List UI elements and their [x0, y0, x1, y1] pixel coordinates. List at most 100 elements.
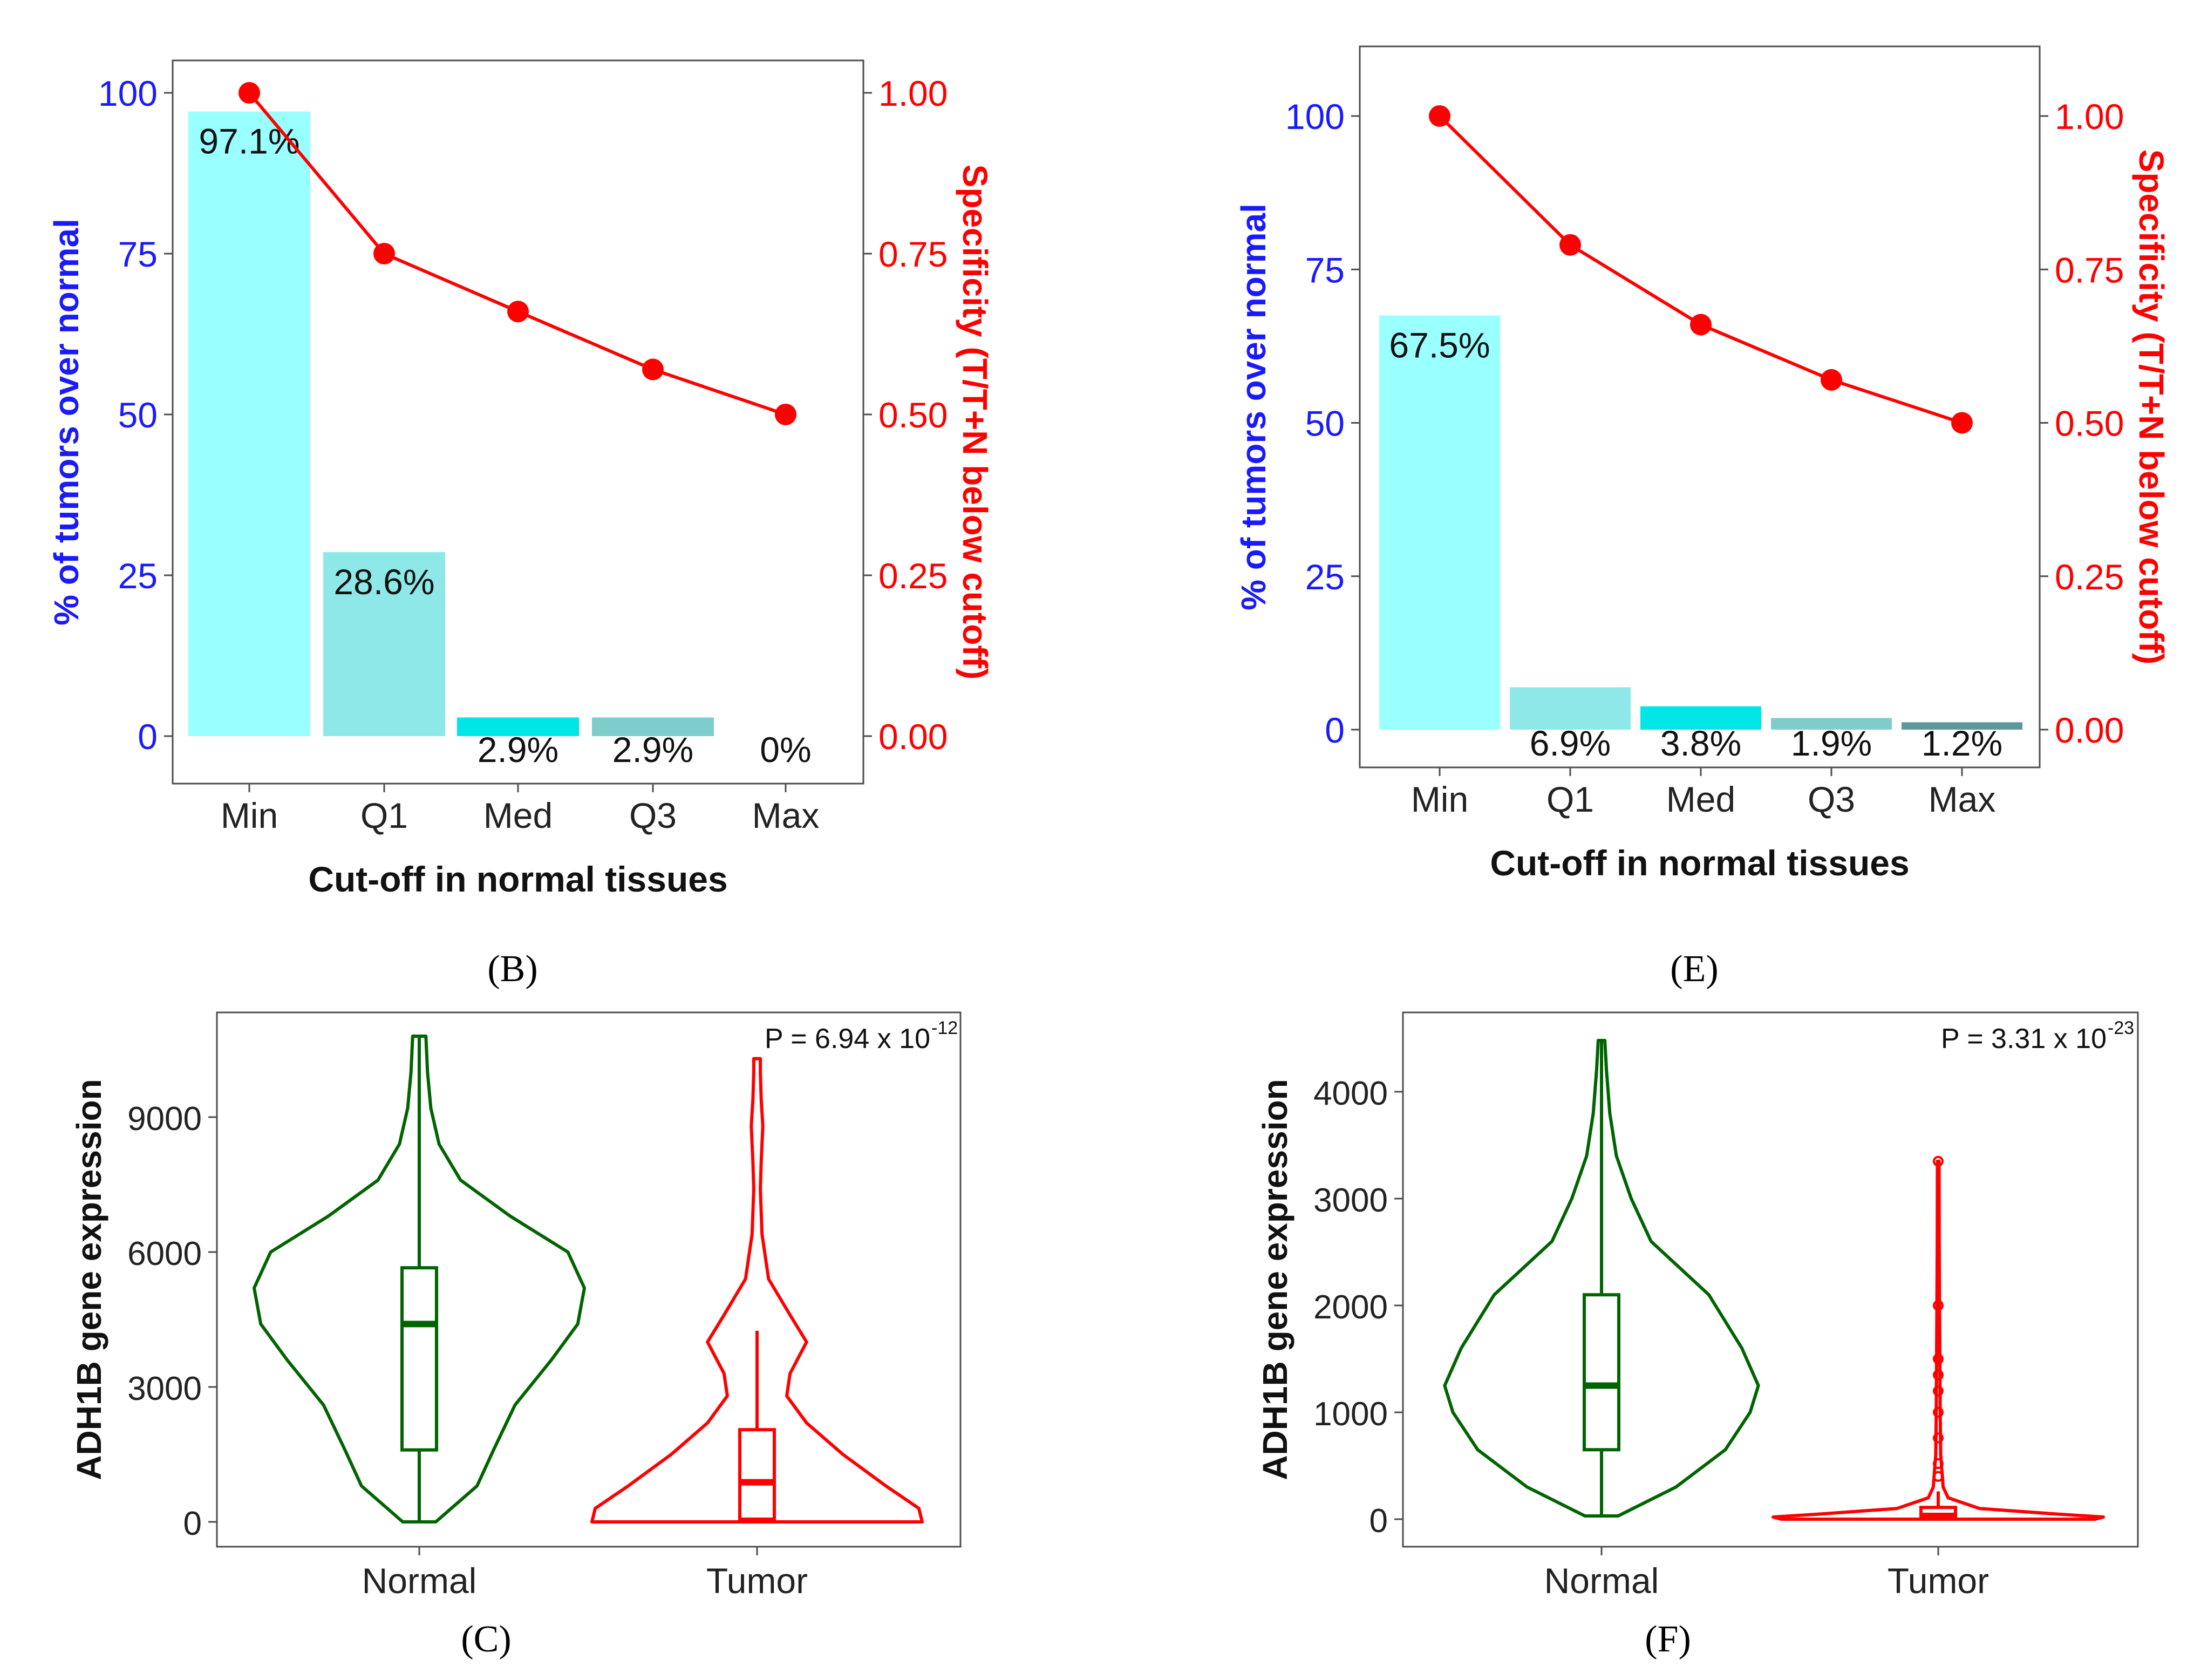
bar-med: [1640, 706, 1761, 730]
p-value-annotation: P = 6.94 x 10: [765, 1023, 930, 1055]
right-axis-tick-label: 0.50: [2055, 404, 2124, 444]
violin-tumor: [1771, 1159, 2105, 1521]
left-axis-tick-label: 100: [98, 73, 158, 113]
specificity-point-q3: [1821, 369, 1842, 391]
x-axis-title: Cut-off in normal tissues: [308, 859, 727, 899]
y-axis-tick-label: 6000: [127, 1235, 202, 1273]
left-axis-tick-label: 75: [1305, 250, 1345, 290]
bar-q1: [1510, 687, 1631, 730]
bar-min: [1379, 315, 1500, 730]
plot-frame: [1402, 1011, 2139, 1548]
left-axis-tick-label: 25: [118, 556, 158, 596]
left-axis-tick-label: 50: [118, 395, 158, 435]
bar-q3: [592, 717, 714, 736]
right-axis-tick-label: 1.00: [878, 73, 948, 113]
specificity-point-max: [1951, 412, 1973, 434]
x-axis-category-label: Med: [1666, 779, 1735, 819]
left-axis-title: % of tumors over normal: [47, 219, 86, 625]
bar-value-label: 2.9%: [612, 730, 693, 770]
specificity-point-med: [507, 301, 529, 323]
violin-normal: [253, 1035, 586, 1523]
panel-label: (C): [461, 1618, 511, 1660]
bar-min: [188, 111, 310, 736]
outlier-point: [1933, 1458, 1944, 1470]
specificity-point-min: [239, 82, 260, 104]
right-axis-tick-label: 1.00: [2055, 97, 2124, 137]
specificity-point-max: [775, 404, 796, 425]
box-tumor: [738, 1428, 776, 1521]
y-axis-tick-label: 0: [1369, 1502, 1388, 1540]
bar-value-label: 3.8%: [1660, 723, 1741, 763]
right-axis-tick-label: 0.25: [2055, 557, 2124, 597]
y-axis-tick-label: 2000: [1313, 1289, 1388, 1326]
x-axis-category-label: Max: [752, 795, 820, 835]
x-axis-category-label: Max: [1929, 779, 1996, 819]
left-axis-title: % of tumors over normal: [1234, 203, 1273, 610]
y-axis-tick-label: 0: [183, 1505, 202, 1542]
specificity-point-q3: [642, 358, 664, 380]
box-normal: [1583, 1293, 1620, 1452]
left-axis-tick-label: 0: [138, 717, 158, 757]
bar-value-label: 97.1%: [199, 121, 299, 161]
left-axis-tick-label: 75: [118, 234, 158, 274]
box-normal: [400, 1266, 438, 1452]
p-value-exponent: -23: [2108, 1018, 2134, 1038]
p-value-annotation: P = 3.31 x 10: [1941, 1023, 2107, 1055]
panel-label: (E): [1670, 948, 1718, 990]
x-axis-category-label: Min: [1411, 779, 1468, 819]
y-axis-title: ADH1B gene expression: [70, 1079, 108, 1480]
panel-e-specificity-chart: 67.5% 6.9% 3.8% 1.9% 1.2% 0 25 50 75 100 0.00 0.25 0…: [1234, 45, 2171, 990]
x-axis-category-label: Normal: [362, 1561, 477, 1601]
y-axis-tick-label: 3000: [1313, 1182, 1388, 1219]
outlier-point: [1933, 1353, 1944, 1364]
outlier-point: [1933, 1300, 1944, 1311]
right-axis-tick-label: 0.25: [878, 556, 948, 596]
y-axis-tick-label: 3000: [127, 1370, 202, 1407]
violin-tumor: [590, 1057, 924, 1523]
bar-value-label: 1.2%: [1922, 723, 2002, 763]
right-axis-tick-label: 0.75: [2055, 250, 2124, 290]
x-axis-category-label: Min: [221, 795, 278, 835]
x-axis-category-label: Q3: [1808, 779, 1855, 819]
x-axis-category-label: Normal: [1544, 1561, 1659, 1601]
right-axis-tick-label: 0.75: [878, 234, 948, 274]
x-axis-category-label: Q3: [629, 795, 677, 835]
right-axis-tick-label: 0.00: [2055, 710, 2124, 750]
bar-q3: [1771, 718, 1892, 730]
left-axis-tick-label: 0: [1325, 710, 1345, 750]
specificity-point-q1: [1559, 234, 1581, 256]
specificity-point-med: [1690, 314, 1712, 336]
x-axis-title: Cut-off in normal tissues: [1490, 843, 1909, 883]
outlier-point: [1933, 1155, 1944, 1167]
specificity-point-q1: [373, 243, 395, 264]
x-axis-category-label: Tumor: [706, 1561, 808, 1601]
outlier-point: [1933, 1432, 1944, 1444]
x-axis-category-label: Med: [483, 795, 553, 835]
outlier-point: [1933, 1385, 1944, 1397]
bar-value-label: 0%: [760, 730, 811, 770]
y-axis-tick-label: 4000: [1313, 1075, 1388, 1112]
y-axis-title: ADH1B gene expression: [1256, 1079, 1294, 1480]
bar-q1: [323, 552, 445, 736]
bar-value-label: 28.6%: [333, 562, 434, 602]
outlier-point: [1933, 1407, 1944, 1418]
x-axis-category-label: Q1: [360, 795, 408, 835]
panel-f-violin-chart: Normal Tumor 0 1000 2000 3000 4000 ADH1B gene e…: [1256, 1011, 2139, 1660]
bar-max: [1902, 722, 2022, 730]
panel-b-specificity-chart: 97.1% 28.6% 2.9% 2.9% 0% 0 25 50 75 100 0.00 0.25 0.…: [47, 59, 994, 990]
bar-med: [457, 717, 579, 736]
specificity-point-min: [1429, 105, 1450, 127]
outlier-point: [1933, 1471, 1944, 1482]
panel-label: (B): [487, 948, 537, 990]
p-value-exponent: -12: [931, 1018, 958, 1038]
y-axis-tick-label: 1000: [1313, 1396, 1388, 1433]
left-axis-tick-label: 100: [1285, 97, 1345, 137]
bar-value-label: 2.9%: [478, 730, 558, 770]
x-axis-category-label: Q1: [1546, 779, 1594, 819]
bar-value-label: 67.5%: [1389, 325, 1490, 365]
violin-normal: [1443, 1038, 1760, 1518]
right-axis-title: Specificity (T/T+N below cutoff): [2132, 149, 2171, 665]
right-axis-tick-label: 0.00: [878, 717, 948, 757]
plot-frame: [216, 1011, 962, 1548]
